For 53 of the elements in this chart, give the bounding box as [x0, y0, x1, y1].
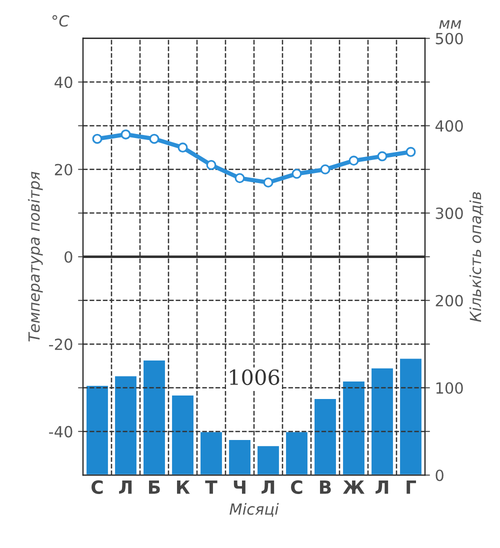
- point: [377, 151, 388, 162]
- x-tick-label: К: [177, 480, 190, 494]
- x-tick-label: Г: [406, 480, 416, 494]
- bar: [228, 438, 252, 476]
- x-tick-label: Л: [376, 480, 388, 494]
- y2-tick-label: 100: [436, 382, 463, 394]
- bar: [370, 366, 394, 476]
- x-tick-label: Б: [149, 480, 160, 494]
- y-axis-title: Температура повітря: [28, 172, 43, 342]
- annotation: 1006: [230, 369, 280, 386]
- bar: [256, 444, 280, 476]
- point: [178, 142, 188, 153]
- point: [120, 129, 131, 140]
- point: [206, 160, 216, 170]
- text: мм: [439, 20, 462, 29]
- x-tick-label: Ч: [234, 480, 246, 494]
- point: [263, 177, 274, 188]
- y-tick-label: -20: [49, 338, 72, 350]
- y-tick-label: 40: [54, 76, 72, 88]
- bar: [313, 398, 338, 476]
- point: [320, 164, 330, 174]
- x-tick-label: Ж: [342, 480, 365, 494]
- text: °C: [52, 15, 70, 27]
- x-tick-label: С: [291, 480, 302, 494]
- bar: [398, 357, 423, 476]
- bar: [199, 430, 224, 476]
- x-tick-label: Т: [205, 480, 218, 494]
- bar: [284, 430, 309, 476]
- y-tick-label: -40: [49, 426, 72, 438]
- bar: [170, 394, 195, 476]
- point: [92, 134, 102, 144]
- point: [348, 156, 359, 166]
- y-tick-label: 20: [54, 164, 72, 176]
- y2-tick-label: 0: [436, 470, 444, 482]
- bar: [142, 359, 166, 476]
- point: [292, 168, 302, 179]
- y-tick-label: 0: [64, 251, 72, 263]
- y2-axis-title: Кількість опадів: [469, 192, 484, 322]
- point: [149, 134, 160, 144]
- y2-tick-label: 400: [435, 120, 463, 132]
- bar: [114, 374, 138, 476]
- point: [234, 173, 245, 184]
- y2-tick-label: 200: [436, 294, 463, 306]
- x-tick-label: Л: [119, 480, 132, 494]
- y2-tick-label: 300: [436, 208, 463, 220]
- x-axis-title: Місяці: [230, 503, 279, 517]
- y2-tick-label: 500: [436, 32, 463, 44]
- point: [406, 146, 416, 157]
- x-tick-label: С: [92, 480, 103, 494]
- x-tick-label: В: [320, 480, 331, 494]
- x-tick-label: Л: [262, 480, 274, 494]
- bar: [342, 380, 366, 476]
- bar: [85, 384, 110, 476]
